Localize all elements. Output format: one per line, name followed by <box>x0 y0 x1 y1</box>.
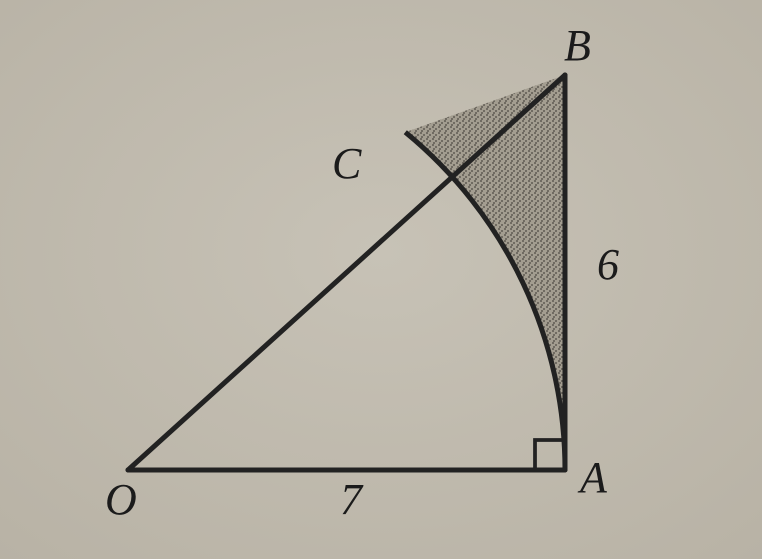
vertex-label-a: A <box>580 456 607 500</box>
side-label-oa: 7 <box>340 478 362 522</box>
vertex-label-b: B <box>564 24 591 68</box>
vertex-label-o: O <box>105 478 137 522</box>
vertex-label-c: C <box>332 142 361 186</box>
side-label-ab: 6 <box>597 243 619 287</box>
